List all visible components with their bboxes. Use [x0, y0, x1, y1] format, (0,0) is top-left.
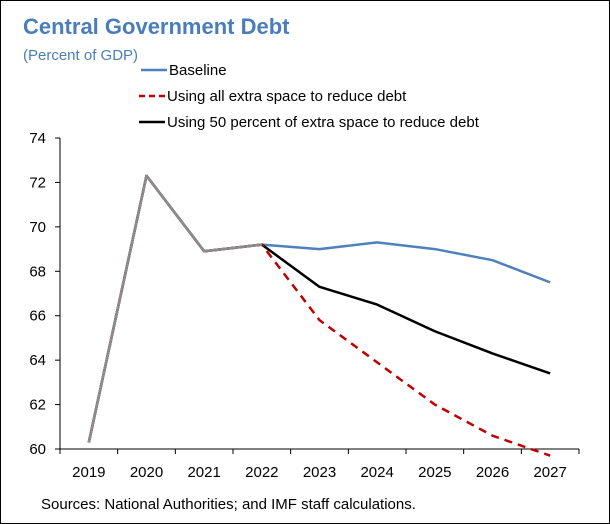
x-tick-label: 2027 — [533, 464, 566, 481]
axes: 60 62 64 66 68 70 72 74 2019 2020 2021 2022 2023 2024… — [29, 130, 580, 481]
x-tick-label: 2026 — [476, 464, 509, 481]
series-layer — [87, 174, 551, 457]
chart-title: Central Government Debt — [23, 14, 290, 39]
x-tick-label: 2019 — [72, 464, 105, 481]
legend-label: Baseline — [169, 62, 227, 79]
x-tick-label: 2021 — [187, 464, 220, 481]
y-tick-label: 66 — [29, 308, 46, 325]
y-tick-label: 64 — [29, 352, 46, 369]
chart-subtitle: (Percent of GDP) — [23, 47, 139, 64]
y-tick-label: 60 — [29, 441, 46, 458]
legend: Baseline Using all extra space to reduce … — [139, 62, 480, 131]
legend-label: Using all extra space to reduce debt — [167, 88, 407, 105]
x-tick-label: 2024 — [360, 464, 393, 481]
source-note: Sources: National Authorities; and IMF s… — [41, 496, 416, 513]
y-tick-label: 68 — [29, 263, 46, 280]
y-tick-label: 62 — [29, 397, 46, 414]
x-tick-label: 2023 — [303, 464, 336, 481]
legend-label: Using 50 percent of extra space to reduc… — [167, 114, 480, 131]
series-line-2 — [87, 174, 551, 443]
x-tick-label: 2025 — [418, 464, 451, 481]
shared-history-line — [87, 174, 262, 443]
x-tick-label: 2020 — [130, 464, 163, 481]
series-line-0 — [87, 174, 551, 443]
series-line-1 — [87, 174, 551, 457]
x-tick-label: 2022 — [245, 464, 278, 481]
y-tick-label: 70 — [29, 219, 46, 236]
y-tick-label: 74 — [29, 130, 46, 147]
y-tick-label: 72 — [29, 174, 46, 191]
